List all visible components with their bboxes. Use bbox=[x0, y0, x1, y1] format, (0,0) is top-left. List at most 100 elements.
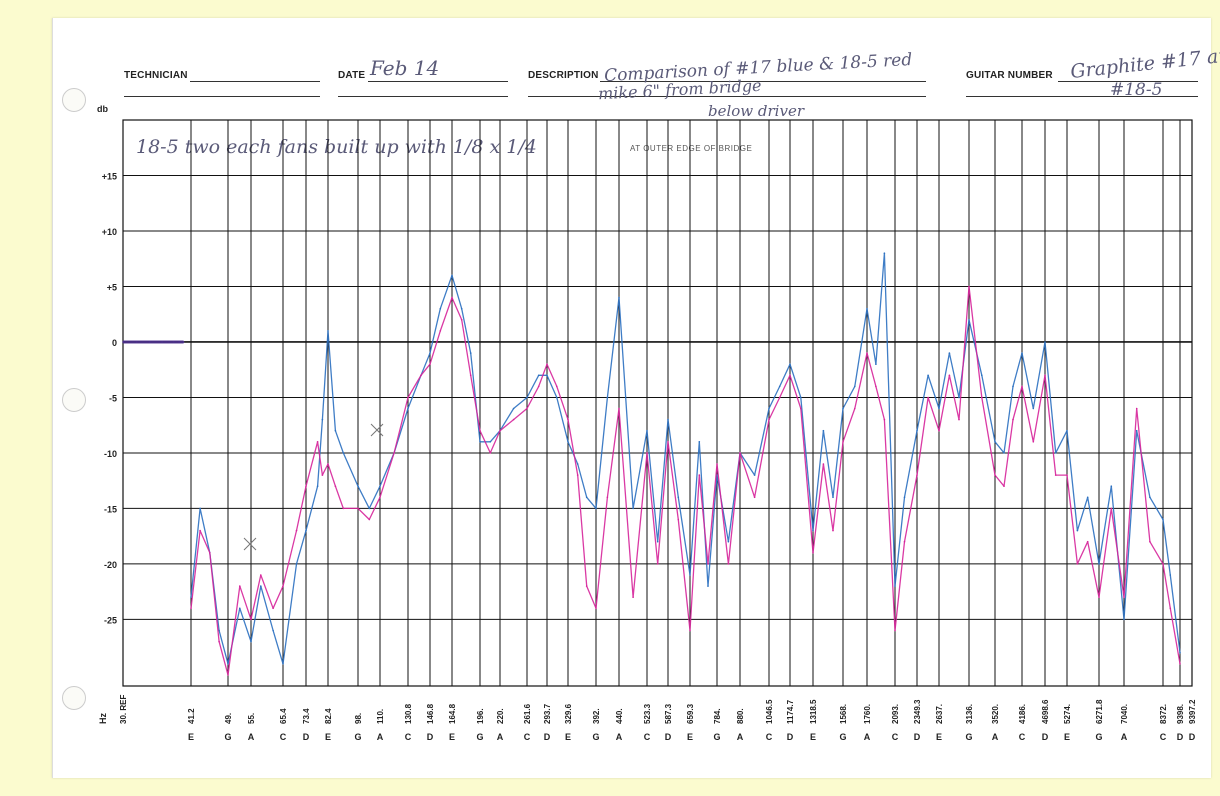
series-point-2 bbox=[567, 418, 569, 421]
series-point-1 bbox=[1149, 496, 1151, 499]
technician-line bbox=[190, 81, 320, 82]
date-value: Feb 14 bbox=[370, 56, 440, 80]
series-point-2 bbox=[1021, 385, 1023, 388]
series-point-1 bbox=[282, 663, 284, 665]
series-line-2 bbox=[190, 285, 1181, 676]
x-tick-hz-label: 98. bbox=[354, 713, 363, 724]
x-tick-hz-label: 659.3 bbox=[686, 703, 695, 724]
y-tick-label: +15 bbox=[102, 171, 117, 181]
series-point-1 bbox=[489, 441, 492, 443]
series-point-2 bbox=[227, 674, 229, 676]
x-tick-note-label: D bbox=[303, 732, 310, 742]
series-point-2 bbox=[327, 463, 329, 465]
series-point-2 bbox=[778, 396, 781, 399]
x-tick-hz-label: 7040. bbox=[1120, 704, 1129, 724]
series-point-1 bbox=[981, 374, 983, 377]
series-point-1 bbox=[958, 396, 960, 399]
series-point-2 bbox=[272, 607, 274, 610]
guitar-number-value-2: #18-5 bbox=[1110, 80, 1163, 100]
series-point-1 bbox=[260, 585, 262, 587]
series-point-1 bbox=[606, 396, 609, 399]
x-tick-hz-label: 3520. bbox=[991, 704, 1000, 724]
series-point-1 bbox=[460, 307, 463, 310]
series-point-1 bbox=[327, 330, 329, 332]
x-tick-note-label: A bbox=[377, 732, 384, 742]
x-tick-note-label: E bbox=[687, 732, 693, 742]
x-tick-note-label: E bbox=[936, 732, 942, 742]
pencil-cross-mark bbox=[243, 537, 257, 551]
x-tick-hz-label: 293.7 bbox=[543, 703, 552, 724]
series-point-2 bbox=[451, 296, 453, 299]
x-tick-note-label: A bbox=[737, 732, 744, 742]
description-label: DESCRIPTION bbox=[528, 70, 599, 81]
series-point-1 bbox=[1086, 496, 1089, 499]
binder-hole bbox=[62, 388, 86, 412]
description-line-2 bbox=[528, 96, 926, 97]
series-point-2 bbox=[1003, 485, 1005, 488]
series-point-1 bbox=[379, 485, 381, 488]
series-point-3 bbox=[182, 341, 185, 343]
series-point-2 bbox=[407, 396, 409, 399]
series-point-1 bbox=[1169, 574, 1172, 576]
series-point-2 bbox=[716, 463, 718, 465]
series-point-2 bbox=[526, 407, 528, 410]
series-point-1 bbox=[707, 585, 709, 587]
series-point-1 bbox=[357, 485, 359, 488]
series-point-2 bbox=[739, 452, 741, 454]
series-point-2 bbox=[1054, 474, 1057, 476]
x-tick-hz-label: 2349.3 bbox=[913, 699, 922, 724]
series-point-2 bbox=[1066, 474, 1068, 476]
series-point-2 bbox=[656, 563, 659, 565]
series-point-2 bbox=[469, 374, 472, 377]
series-point-1 bbox=[595, 507, 597, 510]
series-point-2 bbox=[768, 418, 770, 421]
binder-hole bbox=[62, 88, 86, 112]
y-tick-label: -20 bbox=[104, 560, 117, 570]
x-tick-hz-label: 30. REF bbox=[119, 695, 128, 724]
x-tick-note-label: C bbox=[644, 732, 651, 742]
x-tick-hz-label: 9397.2 bbox=[1188, 699, 1197, 724]
series-point-1 bbox=[407, 407, 409, 410]
series-point-2 bbox=[368, 518, 371, 521]
series-point-1 bbox=[1054, 452, 1057, 454]
series-point-2 bbox=[618, 407, 620, 410]
series-point-2 bbox=[260, 574, 262, 576]
series-point-1 bbox=[1110, 485, 1113, 488]
date-label: DATE bbox=[338, 70, 366, 81]
series-point-1 bbox=[698, 441, 701, 443]
x-tick-hz-label: 1318.5 bbox=[809, 699, 818, 724]
x-tick-note-label: G bbox=[839, 732, 846, 742]
series-point-1 bbox=[927, 374, 929, 377]
series-point-2 bbox=[357, 507, 359, 510]
x-tick-note-label: D bbox=[665, 732, 672, 742]
series-point-2 bbox=[316, 441, 319, 443]
series-point-2 bbox=[812, 552, 814, 554]
x-tick-note-label: C bbox=[892, 732, 899, 742]
date-line bbox=[368, 81, 508, 82]
series-point-2 bbox=[894, 629, 896, 632]
series-point-1 bbox=[218, 629, 220, 632]
series-point-2 bbox=[916, 474, 918, 476]
series-point-1 bbox=[822, 429, 825, 432]
x-tick-note-label: D bbox=[914, 732, 921, 742]
x-tick-note-label: E bbox=[810, 732, 816, 742]
series-point-2 bbox=[393, 452, 395, 454]
series-point-2 bbox=[1110, 507, 1113, 510]
series-point-1 bbox=[1032, 407, 1035, 410]
series-point-2 bbox=[981, 396, 983, 399]
series-point-1 bbox=[667, 418, 669, 421]
series-point-2 bbox=[556, 385, 558, 388]
x-tick-note-label: G bbox=[1095, 732, 1102, 742]
x-tick-note-label: G bbox=[592, 732, 599, 742]
x-tick-note-label: G bbox=[713, 732, 720, 742]
series-point-1 bbox=[677, 496, 680, 499]
series-point-1 bbox=[789, 363, 791, 366]
guitar-number-line-2 bbox=[966, 96, 1198, 97]
series-point-2 bbox=[606, 496, 609, 499]
series-point-2 bbox=[903, 540, 906, 543]
y-tick-label: +10 bbox=[102, 227, 117, 237]
series-point-2 bbox=[1012, 418, 1014, 421]
x-unit-label: Hz bbox=[98, 713, 108, 724]
x-tick-note-label: G bbox=[354, 732, 361, 742]
x-tick-hz-label: 261.6 bbox=[523, 703, 532, 724]
